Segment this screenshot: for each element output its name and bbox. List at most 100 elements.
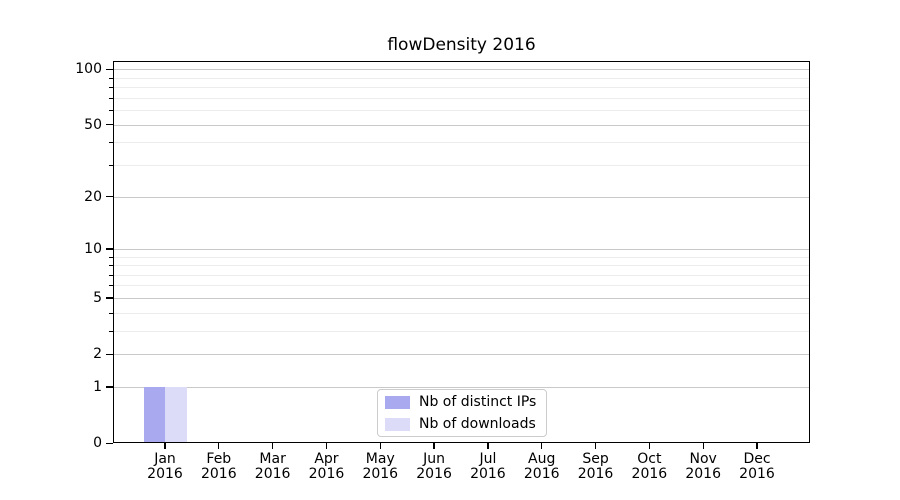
x-tick bbox=[164, 443, 166, 449]
y-gridline-minor bbox=[114, 87, 809, 89]
y-tick-label: 10 bbox=[84, 240, 102, 257]
x-tick-month: Nov bbox=[689, 451, 717, 467]
x-tick-month: Jul bbox=[479, 451, 497, 467]
x-tick-label: Mar 2016 bbox=[241, 452, 305, 482]
y-gridline-minor bbox=[114, 110, 809, 112]
y-minor-tick bbox=[109, 87, 113, 89]
y-gridline-minor bbox=[114, 77, 809, 79]
x-tick-month: Jan bbox=[154, 451, 176, 467]
y-gridline-major bbox=[114, 248, 809, 250]
x-tick-year: 2016 bbox=[577, 466, 614, 482]
y-gridline-major bbox=[114, 386, 809, 388]
x-tick bbox=[218, 443, 220, 449]
y-minor-tick bbox=[109, 274, 113, 276]
y-gridline-minor bbox=[114, 285, 809, 287]
x-tick-year: 2016 bbox=[470, 466, 506, 482]
x-tick-month: Sep bbox=[582, 451, 609, 467]
x-tick-year: 2016 bbox=[739, 466, 775, 482]
y-tick bbox=[106, 196, 113, 198]
y-minor-tick bbox=[109, 330, 113, 332]
y-gridline-major bbox=[114, 196, 809, 198]
y-tick-label: 20 bbox=[84, 188, 102, 205]
y-minor-tick bbox=[109, 312, 113, 314]
y-minor-tick bbox=[109, 142, 113, 144]
y-gridline-minor bbox=[114, 142, 809, 144]
y-tick-label: 5 bbox=[93, 289, 102, 306]
x-tick-year: 2016 bbox=[308, 466, 345, 482]
x-tick-month: Dec bbox=[743, 451, 771, 467]
chart-title: flowDensity 2016 bbox=[387, 35, 536, 55]
x-tick bbox=[271, 443, 274, 449]
x-tick-label: Oct 2016 bbox=[617, 452, 681, 482]
y-minor-tick bbox=[109, 77, 113, 79]
x-tick bbox=[541, 443, 543, 449]
y-tick bbox=[106, 442, 113, 444]
y-tick-label: 0 bbox=[93, 435, 102, 451]
y-tick-label: 50 bbox=[84, 116, 102, 133]
y-tick bbox=[106, 124, 113, 126]
x-tick-label: Jun 2016 bbox=[402, 452, 466, 482]
y-gridline-minor bbox=[114, 97, 809, 99]
x-tick-month: Feb bbox=[206, 451, 232, 467]
x-tick-label: Apr 2016 bbox=[294, 452, 358, 482]
legend-item-downloads: Nb of downloads bbox=[385, 416, 546, 432]
x-tick-month: Apr bbox=[314, 451, 339, 467]
y-minor-tick bbox=[109, 256, 113, 258]
x-tick-year: 2016 bbox=[147, 466, 183, 482]
y-tick bbox=[106, 68, 113, 71]
y-minor-tick bbox=[109, 110, 113, 112]
x-tick-month: Aug bbox=[528, 451, 556, 467]
legend-swatch-downloads bbox=[385, 417, 410, 431]
y-minor-tick bbox=[109, 97, 113, 99]
y-gridline-major bbox=[114, 354, 809, 356]
y-tick bbox=[106, 386, 113, 388]
legend-swatch-distinct-ips bbox=[385, 395, 410, 409]
x-tick-month: Mar bbox=[259, 451, 286, 467]
x-tick bbox=[379, 443, 381, 449]
y-minor-tick bbox=[109, 164, 113, 166]
y-gridline-major bbox=[114, 124, 809, 126]
y-gridline-minor bbox=[114, 312, 809, 314]
x-tick-label: Nov 2016 bbox=[671, 452, 735, 482]
y-minor-tick bbox=[109, 285, 113, 287]
x-tick-year: 2016 bbox=[200, 466, 237, 482]
legend-label-distinct-ips: Nb of distinct IPs bbox=[419, 394, 537, 410]
x-tick-label: Feb 2016 bbox=[187, 452, 251, 482]
y-gridline-major bbox=[114, 69, 809, 71]
x-tick-year: 2016 bbox=[416, 466, 452, 482]
legend: Nb of distinct IPs Nb of downloads bbox=[377, 389, 547, 437]
x-tick bbox=[756, 443, 758, 449]
y-gridline-minor bbox=[114, 256, 809, 258]
x-tick-month: May bbox=[365, 451, 395, 467]
y-tick-label: 2 bbox=[93, 346, 102, 363]
x-tick-year: 2016 bbox=[523, 466, 560, 482]
x-tick bbox=[594, 443, 597, 449]
y-gridline-minor bbox=[114, 164, 809, 166]
y-gridline-minor bbox=[114, 330, 809, 332]
x-tick bbox=[702, 443, 704, 449]
y-gridline-minor bbox=[114, 265, 809, 267]
x-tick-label: Sep 2016 bbox=[564, 452, 628, 482]
x-tick-month: Jun bbox=[423, 451, 446, 467]
x-tick-label: May 2016 bbox=[348, 452, 412, 482]
x-tick-year: 2016 bbox=[685, 466, 721, 482]
legend-label-downloads: Nb of downloads bbox=[419, 416, 536, 432]
x-tick-year: 2016 bbox=[254, 466, 291, 482]
bar-nb-of-downloads-jan bbox=[165, 386, 187, 443]
bar-nb-of-distinct-ips-jan bbox=[143, 386, 165, 443]
x-tick-label: Aug 2016 bbox=[510, 452, 574, 482]
legend-item-distinct-ips: Nb of distinct IPs bbox=[385, 394, 546, 410]
x-tick bbox=[487, 443, 489, 449]
y-tick-label: 1 bbox=[93, 378, 102, 395]
y-minor-tick bbox=[109, 265, 113, 267]
x-tick-label: Jan 2016 bbox=[133, 452, 197, 482]
x-tick-year: 2016 bbox=[362, 466, 399, 482]
y-tick-label: 100 bbox=[75, 61, 102, 78]
y-gridline-major bbox=[114, 297, 809, 299]
plot-frame bbox=[113, 61, 810, 443]
x-tick bbox=[433, 443, 435, 449]
y-tick bbox=[106, 248, 113, 250]
x-tick-month: Oct bbox=[637, 451, 662, 467]
x-tick-year: 2016 bbox=[631, 466, 668, 482]
